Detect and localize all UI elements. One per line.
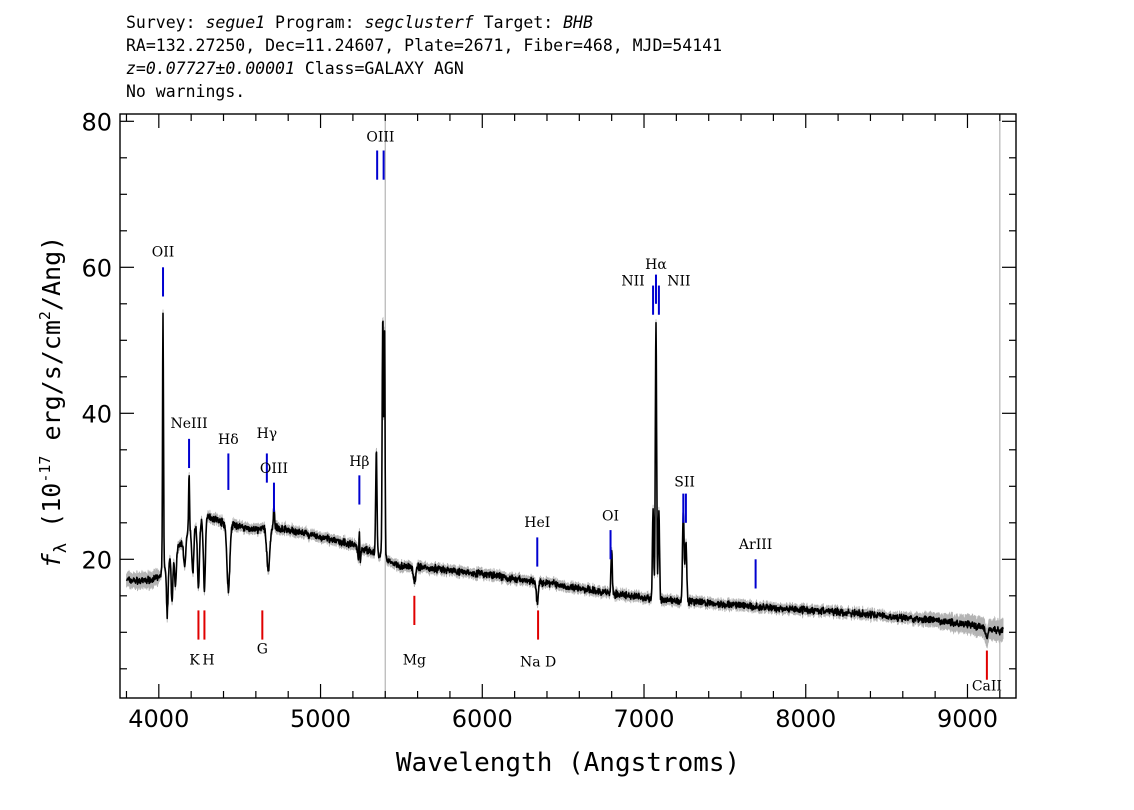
absorption-line-label: Mg bbox=[403, 652, 426, 668]
emission-line-label: SII bbox=[674, 474, 695, 490]
class-value: Class=GALAXY AGN bbox=[294, 59, 464, 78]
emission-line-label: Hγ bbox=[257, 426, 278, 442]
y-axis-label: fλ (10-17 erg/s/cm2/Ang) bbox=[36, 236, 71, 568]
emission-line-label: NII bbox=[667, 274, 690, 290]
target-label: Target: bbox=[473, 13, 564, 32]
emission-line-label: OIII bbox=[260, 461, 288, 477]
error-band bbox=[126, 309, 1004, 649]
emission-line-label: ArIII bbox=[738, 537, 772, 553]
y-tick-label: 80 bbox=[81, 108, 112, 136]
absorption-line-label: G bbox=[257, 641, 268, 657]
x-tick-label: 4000 bbox=[128, 705, 189, 733]
emission-line-label: OI bbox=[602, 509, 619, 525]
x-tick-label: 7000 bbox=[613, 705, 674, 733]
program-label: Program: bbox=[265, 13, 365, 32]
y-tick-label: 20 bbox=[81, 546, 112, 574]
program-value: segclusterf bbox=[364, 13, 474, 32]
spectrum-data-group bbox=[125, 114, 1004, 698]
emission-line-label: NeIII bbox=[170, 416, 207, 432]
y-tick-label: 60 bbox=[81, 254, 112, 282]
redshift-value: z=0.07727±0.00001 bbox=[126, 59, 295, 78]
absorption-line-label: CaII bbox=[972, 679, 1002, 695]
absorption-line-label: Na D bbox=[520, 655, 556, 671]
header-line-survey: Survey: segue1 Program: segclusterf Targ… bbox=[126, 11, 722, 34]
survey-label: Survey: bbox=[126, 13, 206, 32]
x-tick-label: 6000 bbox=[452, 705, 513, 733]
emission-line-label: Hα bbox=[645, 257, 667, 273]
emission-line-label: HeI bbox=[524, 515, 550, 531]
x-tick-label: 9000 bbox=[937, 705, 998, 733]
spectrum-header: Survey: segue1 Program: segclusterf Targ… bbox=[126, 11, 722, 103]
x-axis-label: Wavelength (Angstroms) bbox=[396, 748, 740, 778]
header-line-warnings: No warnings. bbox=[126, 82, 246, 101]
emission-line-label: NII bbox=[621, 274, 644, 290]
survey-value: segue1 bbox=[205, 13, 266, 32]
spectrum-line bbox=[125, 312, 1004, 640]
emission-line-label: OII bbox=[152, 244, 175, 260]
plot-frame bbox=[119, 113, 1017, 699]
target-value: BHB bbox=[563, 13, 593, 32]
absorption-line-label: K bbox=[189, 652, 200, 668]
emission-line-label: Hβ bbox=[349, 454, 369, 470]
x-tick-label: 5000 bbox=[290, 705, 351, 733]
y-tick-label: 40 bbox=[81, 400, 112, 428]
header-line-coordinates: RA=132.27250, Dec=11.24607, Plate=2671, … bbox=[126, 36, 723, 55]
emission-line-label: Hδ bbox=[218, 432, 239, 448]
x-tick-label: 8000 bbox=[775, 705, 836, 733]
emission-line-label: OIII bbox=[366, 130, 394, 146]
header-line-redshift: z=0.07727±0.00001 Class=GALAXY AGN bbox=[126, 57, 722, 80]
absorption-line-label: H bbox=[202, 652, 214, 668]
